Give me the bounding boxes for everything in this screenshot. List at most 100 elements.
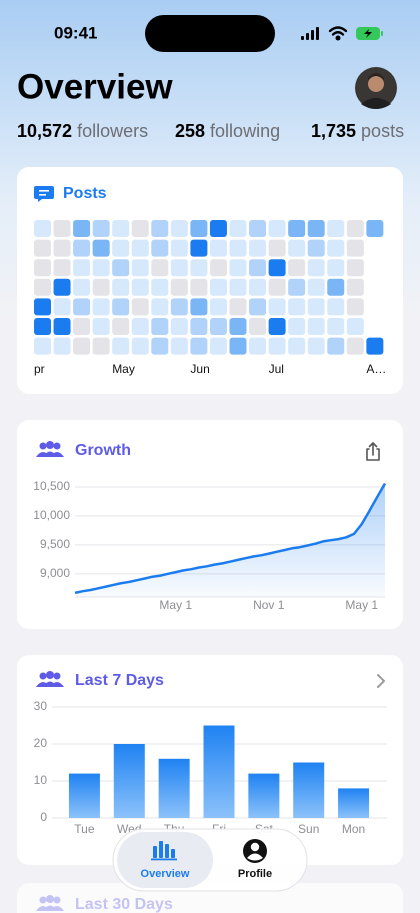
heatmap-cell: [73, 278, 91, 296]
stat: 10,572 followers: [17, 121, 148, 141]
heatmap-cell: [229, 239, 247, 257]
heatmap-cell: [288, 259, 306, 277]
people-icon: [36, 895, 64, 911]
heatmap-cell: [327, 318, 345, 335]
heatmap-cell: [170, 298, 188, 316]
heatmap-cell: [288, 220, 306, 237]
signal-icon: [301, 27, 319, 40]
heatmap-cell: [327, 337, 345, 355]
heatmap-cell: [73, 318, 91, 335]
heatmap-cell: [170, 259, 188, 277]
heatmap-cell: [307, 259, 325, 277]
heatmap-cell: [268, 278, 286, 296]
stat: 258 following: [175, 121, 280, 141]
heatmap-cell: [268, 318, 286, 335]
heatmap-cell: [92, 259, 110, 277]
bar: [68, 773, 100, 818]
heatmap-cell: [288, 239, 306, 257]
heatmap-cell: [53, 220, 71, 237]
heatmap-cell: [34, 298, 51, 316]
clock: 09:41: [54, 23, 97, 42]
bar: [248, 773, 280, 818]
month-label: pr: [34, 362, 45, 376]
heatmap-cell: [112, 239, 130, 257]
heatmap-cell: [53, 239, 71, 257]
heatmap-cell: [34, 318, 51, 335]
heatmap-cell: [307, 239, 325, 257]
heatmap-cell: [346, 220, 364, 237]
heatmap-cell: [268, 298, 286, 316]
heatmap-cell: [92, 298, 110, 316]
posts-icon: [34, 186, 54, 202]
heatmap-cell: [73, 337, 91, 355]
heatmap-cell: [131, 337, 149, 355]
heatmap-cell: [34, 278, 51, 296]
heatmap-cell: [112, 337, 130, 355]
heatmap-cell: [53, 318, 71, 335]
heatmap-cell: [209, 278, 227, 296]
heatmap-cell: [346, 259, 364, 277]
heatmap-cell: [34, 259, 51, 277]
people-icon: [36, 671, 64, 687]
month-label: Jun: [190, 362, 209, 376]
dynamic-island: [145, 15, 275, 52]
heatmap-cell: [170, 278, 188, 296]
heatmap-cell: [209, 220, 227, 237]
heatmap-cell: [151, 337, 169, 355]
heatmap-cell: [73, 239, 91, 257]
heatmap-cell: [170, 318, 188, 335]
y-tick-label: 9,000: [40, 566, 70, 580]
x-tick-label: Tue: [74, 822, 95, 836]
heatmap-cell: [73, 259, 91, 277]
heatmap-cell: [112, 318, 130, 335]
stat-value: 258: [175, 121, 205, 141]
heatmap-cell: [131, 220, 149, 237]
heatmap-cell: [34, 239, 51, 257]
share-button[interactable]: [366, 442, 380, 461]
heatmap-cell: [288, 318, 306, 335]
heatmap-cell: [209, 298, 227, 316]
heatmap-cell: [288, 298, 306, 316]
heatmap-cell: [112, 298, 130, 316]
y-tick-label: 0: [40, 810, 47, 824]
heatmap-cell: [73, 220, 91, 237]
heatmap-cell: [288, 337, 306, 355]
heatmap-cell: [151, 298, 169, 316]
heatmap-cell: [131, 239, 149, 257]
month-label: Jul: [269, 362, 284, 376]
y-tick-label: 30: [34, 699, 48, 713]
heatmap-cell: [131, 298, 149, 316]
bar: [338, 788, 370, 818]
heatmap-cell: [53, 278, 71, 296]
avatar[interactable]: [355, 67, 397, 109]
heatmap-cell: [366, 337, 384, 355]
stat-value: 1,735: [311, 121, 356, 141]
tab-label[interactable]: Overview: [141, 868, 190, 880]
bar: [158, 758, 190, 818]
heatmap-cell: [346, 337, 364, 355]
heatmap-cell: [190, 318, 208, 335]
chevron[interactable]: [377, 674, 385, 688]
battery-icon: [356, 27, 383, 40]
heatmap-cell: [249, 337, 267, 355]
card-title: Last 30 Days: [75, 896, 173, 913]
y-tick-label: 10: [34, 773, 48, 787]
y-tick-label: 20: [34, 736, 48, 750]
heatmap-cell: [249, 220, 267, 237]
last-30-days-card[interactable]: [17, 883, 403, 913]
tab-label[interactable]: Profile: [238, 868, 272, 880]
heatmap-cell: [249, 259, 267, 277]
card-title: Growth: [75, 442, 131, 459]
month-label: A…: [366, 362, 386, 376]
heatmap-cell: [229, 337, 247, 355]
heatmap-cell: [53, 337, 71, 355]
heatmap-cell: [327, 259, 345, 277]
heatmap-cell: [190, 259, 208, 277]
heatmap-cell: [229, 220, 247, 237]
card-title: Posts: [63, 185, 107, 202]
heatmap-cell: [268, 239, 286, 257]
x-tick-label: May 1: [159, 598, 192, 612]
area: [75, 483, 385, 597]
heatmap-cell: [346, 239, 364, 257]
